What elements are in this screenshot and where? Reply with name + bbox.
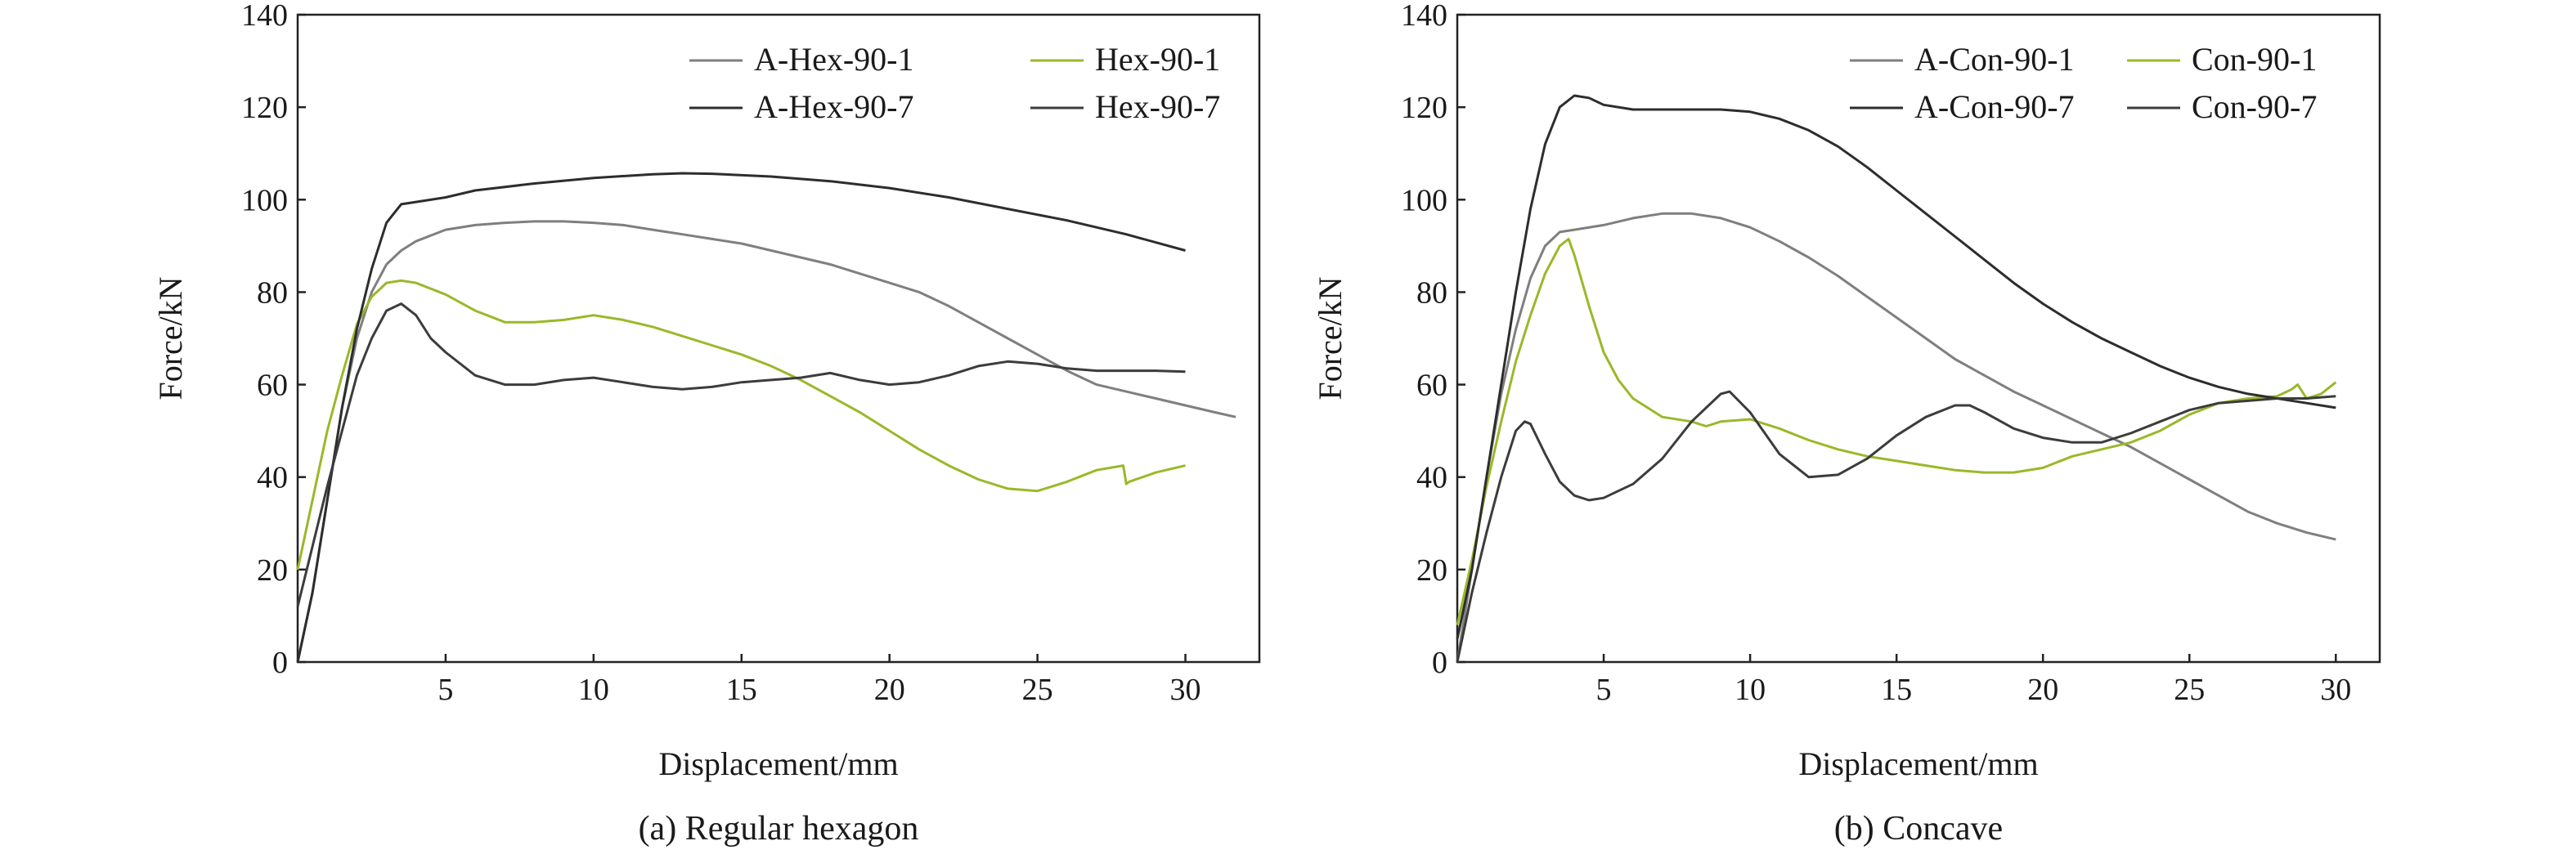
- series-layer-a: [296, 172, 1236, 663]
- x-tick-label: 15: [1881, 673, 1912, 707]
- y-tick-label: 20: [1416, 553, 1447, 588]
- y-tick-label: 0: [1432, 646, 1447, 680]
- caption-a: (a) Regular hexagon: [639, 810, 919, 848]
- x-axis-label-a: Displacement/mm: [658, 745, 898, 782]
- y-tick-label: 0: [272, 646, 288, 680]
- x-tick-label: 20: [2027, 673, 2058, 707]
- y-tick-label: 40: [1416, 461, 1447, 495]
- legend-label: Con-90-1: [2192, 41, 2317, 78]
- x-axis-label-b: Displacement/mm: [1798, 745, 2038, 782]
- y-tick-label: 80: [257, 275, 288, 310]
- y-tick-label: 100: [241, 183, 288, 217]
- plot-area-a: [296, 13, 1261, 664]
- y-tick-label: 100: [1401, 183, 1447, 217]
- x-tick-label: 20: [874, 673, 905, 707]
- legend-label: Hex-90-7: [1095, 88, 1220, 125]
- legend-a: A-Hex-90-1 Hex-90-1 A-Hex-90-7 Hex-90-7: [689, 41, 1220, 125]
- y-tick-label: 60: [1416, 369, 1447, 403]
- caption-b: (b) Concave: [1834, 810, 2003, 848]
- axis-ticks-a: 5 10 15 20 25 30 0 20 40 60 80 100 120 140: [241, 0, 1201, 707]
- series-line-con-90-1: [1456, 237, 2337, 626]
- x-tick-label: 30: [2320, 673, 2351, 707]
- y-tick-label: 80: [1416, 275, 1447, 310]
- y-tick-label: 120: [241, 91, 288, 125]
- x-tick-label: 15: [726, 673, 757, 707]
- y-tick-label: 120: [1401, 91, 1447, 125]
- chart-panel-a: 5 10 15 20 25 30 0 20 40 60 80 100 120 140 A-Hex-90-1…: [152, 0, 1261, 848]
- x-tick-label: 25: [2174, 673, 2205, 707]
- legend-label: Con-90-7: [2192, 88, 2317, 125]
- x-tick-label: 10: [1735, 673, 1766, 707]
- plot-area-b: [1456, 13, 2381, 664]
- x-tick-label: 5: [438, 673, 453, 707]
- series-line-a-hex-90-1: [296, 220, 1236, 663]
- x-tick-label: 25: [1022, 673, 1053, 707]
- series-line-a-hex-90-7: [296, 172, 1186, 663]
- x-tick-label: 10: [578, 673, 609, 707]
- series-layer-b: [1456, 94, 2337, 663]
- y-axis-label-a: Force/kN: [152, 276, 189, 400]
- y-axis-label-b: Force/kN: [1312, 276, 1349, 400]
- legend-label: A-Hex-90-7: [754, 88, 914, 125]
- y-tick-label: 140: [1401, 0, 1447, 33]
- series-line-con-90-7: [1456, 390, 2336, 663]
- x-tick-label: 5: [1596, 673, 1612, 707]
- legend-b: A-Con-90-1 Con-90-1 A-Con-90-7 Con-90-7: [1850, 41, 2317, 125]
- x-tick-label: 30: [1170, 673, 1201, 707]
- chart-panel-b: 5 10 15 20 25 30 0 20 40 60 80 100 120 140 A-Con-90-1…: [1312, 0, 2381, 848]
- y-tick-label: 40: [257, 461, 288, 495]
- y-tick-label: 20: [257, 553, 288, 588]
- axis-ticks-b: 5 10 15 20 25 30 0 20 40 60 80 100 120 140: [1401, 0, 2351, 707]
- series-line-hex-90-1: [296, 279, 1186, 570]
- y-tick-label: 60: [257, 369, 288, 403]
- legend-label: A-Hex-90-1: [754, 41, 914, 78]
- series-line-hex-90-7: [296, 302, 1186, 607]
- series-line-a-con-90-7: [1456, 94, 2336, 640]
- series-line-a-con-90-1: [1456, 212, 2336, 663]
- y-tick-label: 140: [241, 0, 288, 33]
- legend-label: A-Con-90-1: [1914, 41, 2075, 78]
- legend-label: A-Con-90-7: [1914, 88, 2075, 125]
- legend-label: Hex-90-1: [1095, 41, 1220, 78]
